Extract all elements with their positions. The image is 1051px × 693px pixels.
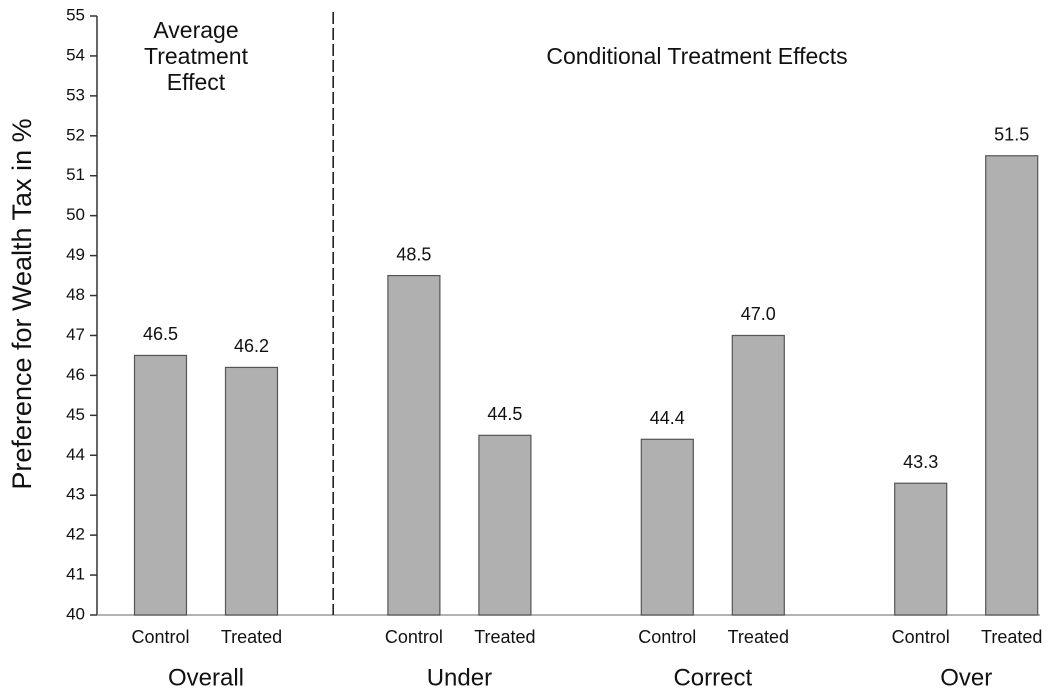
value-label: 46.5 bbox=[143, 324, 178, 344]
value-label: 43.3 bbox=[903, 452, 938, 472]
bar bbox=[478, 434, 532, 616]
group-label: Overall bbox=[168, 664, 244, 691]
y-tick-label: 40 bbox=[66, 604, 85, 623]
x-tick-label: Control bbox=[385, 627, 443, 647]
y-tick-label: 45 bbox=[66, 405, 85, 424]
x-tick-label: Treated bbox=[474, 627, 535, 647]
x-tick-label: Treated bbox=[728, 627, 789, 647]
annotation: Treatment bbox=[144, 43, 249, 69]
annotation: Average bbox=[153, 17, 238, 43]
annotation: Conditional Treatment Effects bbox=[546, 43, 847, 69]
value-label: 48.5 bbox=[396, 244, 431, 264]
group-label: Under bbox=[427, 664, 492, 691]
x-tick-label: Control bbox=[638, 627, 696, 647]
y-tick-label: 49 bbox=[66, 245, 85, 264]
annotation: Effect bbox=[167, 69, 226, 95]
x-tick-label: Treated bbox=[221, 627, 282, 647]
y-tick-label: 53 bbox=[66, 85, 85, 104]
x-tick-label: Control bbox=[131, 627, 189, 647]
bar bbox=[224, 366, 279, 616]
bar bbox=[985, 155, 1039, 616]
bar bbox=[731, 334, 785, 616]
x-tick-label: Treated bbox=[981, 627, 1042, 647]
bar bbox=[133, 354, 188, 616]
bar bbox=[640, 438, 694, 616]
value-label: 44.5 bbox=[487, 404, 522, 424]
y-tick-label: 54 bbox=[66, 45, 85, 64]
y-tick-label: 50 bbox=[66, 205, 85, 224]
group-label: Correct bbox=[673, 664, 752, 691]
y-tick-label: 41 bbox=[66, 565, 85, 584]
value-label: 46.2 bbox=[234, 336, 269, 356]
x-tick-label: Control bbox=[892, 627, 950, 647]
y-tick-label: 44 bbox=[66, 445, 85, 464]
value-label: 51.5 bbox=[994, 125, 1029, 145]
value-label: 47.0 bbox=[741, 304, 776, 324]
y-tick-label: 42 bbox=[66, 525, 85, 544]
y-tick-label: 47 bbox=[66, 325, 85, 344]
y-axis-label: Preference for Wealth Tax in % bbox=[7, 118, 37, 489]
y-tick-label: 43 bbox=[66, 485, 85, 504]
y-tick-label: 46 bbox=[66, 365, 85, 384]
value-label: 44.4 bbox=[650, 408, 685, 428]
y-tick-label: 52 bbox=[66, 125, 85, 144]
bar bbox=[387, 274, 441, 616]
group-label: Over bbox=[940, 664, 992, 691]
y-tick-label: 48 bbox=[66, 285, 85, 304]
bar bbox=[894, 482, 948, 616]
y-tick-label: 55 bbox=[66, 5, 85, 24]
y-tick-label: 51 bbox=[66, 165, 85, 184]
